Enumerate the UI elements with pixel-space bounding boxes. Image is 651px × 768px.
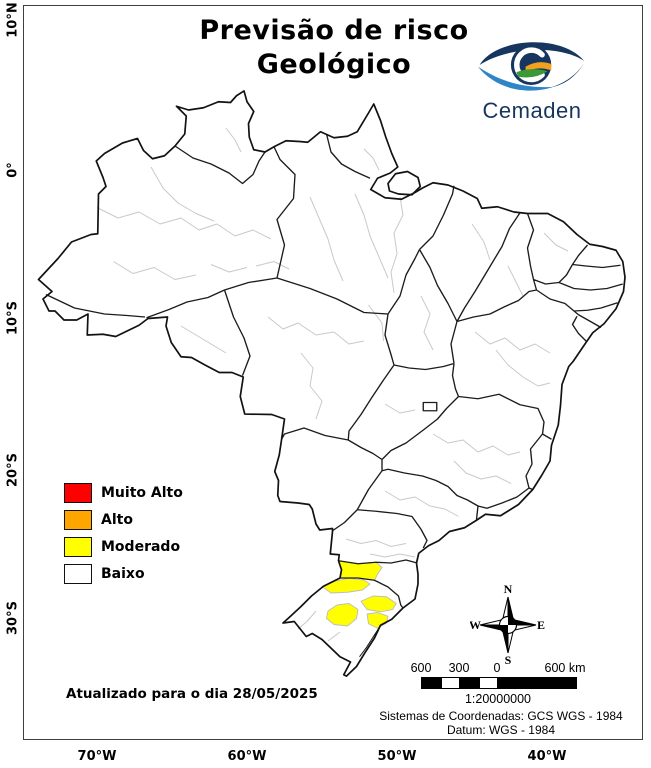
scale-ratio-text: 1:20000000 — [464, 692, 532, 706]
baixo-swatch — [64, 564, 92, 584]
scale-segment — [460, 678, 479, 688]
title-line-2: Geológico — [256, 48, 412, 80]
cemaden-wordmark: Cemaden — [482, 98, 582, 123]
lon-label-40w: 40°W — [527, 749, 567, 764]
lat-label-10s: 10°S — [5, 301, 21, 335]
lon-label-60w: 60°W — [227, 749, 267, 764]
scale-segment — [498, 678, 576, 688]
scale-bar: 600 300 0 600 km 1:20000000 — [410, 661, 645, 706]
cemaden-eye-icon — [477, 42, 585, 91]
legend-item-alto: Alto — [64, 510, 183, 530]
map-frame — [23, 5, 643, 740]
page-title: Previsão de risco Geológico — [168, 14, 500, 82]
scale-label-0: 0 — [493, 661, 501, 675]
scale-segment — [479, 678, 498, 688]
scale-segment — [422, 678, 441, 688]
baixo-label: Baixo — [101, 566, 145, 582]
alto-swatch — [64, 510, 92, 530]
updated-date-text: Atualizado para o dia 28/05/2025 — [66, 686, 318, 702]
compass-rose: N S W E — [469, 582, 546, 670]
lat-label-0: 0° — [5, 162, 21, 178]
scale-label-600-left: 600 — [410, 661, 432, 675]
moderado-swatch — [64, 537, 92, 557]
scale-label-600-km: 600 km — [544, 661, 586, 675]
cemaden-logo: Cemaden — [466, 30, 598, 124]
compass-south-label: S — [505, 653, 512, 666]
lat-label-20s: 20°S — [5, 453, 21, 487]
legend-item-muito-alto: Muito Alto — [64, 483, 183, 503]
title-line-1: Previsão de risco — [199, 15, 469, 46]
compass-icon: N S W E — [469, 582, 545, 667]
legend-item-moderado: Moderado — [64, 537, 183, 557]
scale-bar-labels: 600 300 0 600 km — [410, 661, 645, 675]
coords-line-2: Datum: WGS - 1984 — [446, 723, 556, 737]
legend-item-baixo: Baixo — [64, 564, 183, 584]
moderado-label: Moderado — [101, 539, 181, 555]
lon-label-50w: 50°W — [377, 749, 417, 764]
lat-label-10n: 10°N — [5, 2, 21, 38]
muito-alto-label: Muito Alto — [101, 485, 183, 501]
alto-label: Alto — [101, 512, 133, 528]
lat-label-30s: 30°S — [5, 601, 21, 635]
compass-west-label: W — [470, 618, 481, 632]
lon-label-70w: 70°W — [77, 749, 117, 764]
scale-segment — [441, 678, 460, 688]
compass-east-label: E — [537, 618, 545, 632]
risk-legend: Muito Alto Alto Moderado Baixo — [64, 483, 183, 591]
compass-north-label: N — [504, 584, 513, 596]
muito-alto-swatch — [64, 483, 92, 503]
scale-bar-segments — [421, 677, 577, 689]
coordinate-system-note: Sistemas de Coordenadas: GCS WGS - 1984 … — [358, 709, 644, 737]
scale-label-300: 300 — [448, 661, 470, 675]
coords-line-1: Sistemas de Coordenadas: GCS WGS - 1984 — [379, 709, 623, 723]
